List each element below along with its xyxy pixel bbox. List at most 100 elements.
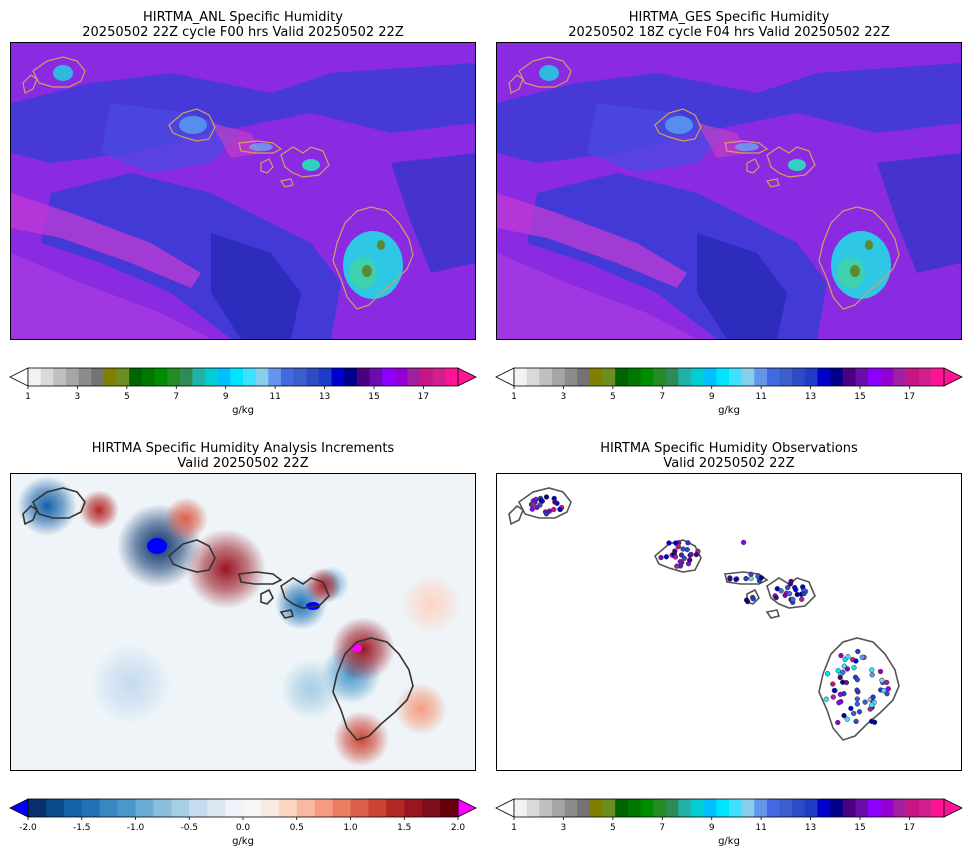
- coastline-niihau: [22, 504, 38, 526]
- colorbar-swatch: [332, 799, 351, 817]
- title-line1: HIRTMA_ANL Specific Humidity: [143, 10, 343, 25]
- colorbar-under-arrow: [495, 367, 515, 387]
- observation-point: [844, 666, 851, 672]
- title-line1: HIRTMA Specific Humidity Observations: [600, 441, 858, 456]
- observation-point: [879, 677, 885, 683]
- colorbar-swatch: [615, 799, 629, 817]
- colorbar-tick-label: 1.0: [343, 823, 358, 833]
- observation-point: [748, 571, 754, 577]
- colorbar-tick-label: 2.0: [451, 823, 466, 833]
- title-line1: HIRTMA Specific Humidity Analysis Increm…: [91, 441, 395, 456]
- colorbar-swatch: [260, 799, 280, 817]
- colorbar-swatch: [804, 368, 818, 386]
- coastline-niihau: [508, 74, 524, 94]
- colorbar-tick-label: 9: [709, 392, 715, 402]
- colorbar-swatch: [78, 368, 92, 386]
- title-line2: 20250502 18Z cycle F04 hrs Valid 2025050…: [568, 25, 890, 40]
- colorbar-swatch: [526, 368, 540, 386]
- colorbar-swatch: [28, 368, 42, 386]
- observation-point: [551, 506, 557, 513]
- colorbar-swatch: [117, 799, 136, 817]
- title-line2: Valid 20250502 22Z: [177, 456, 309, 471]
- colorbar-swatch: [564, 799, 578, 817]
- colorbar-swatch: [420, 368, 434, 386]
- coastline-kahoolawe: [766, 178, 780, 188]
- observation-point: [838, 652, 844, 659]
- colorbar-tick-label: 1.5: [397, 823, 411, 833]
- colorbar-tick-label: -2.0: [19, 823, 37, 833]
- colorbar-swatch: [804, 799, 818, 817]
- colorbar-tick-label: -1.5: [73, 823, 91, 833]
- colorbar-swatch: [918, 799, 932, 817]
- observation-point: [856, 709, 863, 715]
- colorbar-tick-label: 11: [269, 392, 280, 402]
- colorbar-swatch: [386, 799, 405, 817]
- coastline-kauai: [32, 56, 86, 88]
- coastline-bigisland: [818, 637, 900, 741]
- colorbar-under-arrow: [495, 798, 515, 818]
- coastline-lanai: [746, 158, 760, 174]
- colorbar-tick-label: 9: [709, 823, 715, 833]
- colorbar-swatch: [293, 368, 307, 386]
- colorbar-swatch: [91, 368, 105, 386]
- colorbar-swatch: [931, 799, 945, 817]
- colorbar-over-arrow: [943, 798, 963, 818]
- coastline-maui: [280, 146, 330, 178]
- observation-point: [848, 705, 854, 712]
- observation-point: [537, 502, 543, 508]
- colorbar-tick-label: 13: [805, 823, 816, 833]
- coastline-oahu: [654, 108, 702, 142]
- observation-point: [546, 508, 552, 514]
- colorbar-swatch: [551, 368, 565, 386]
- colorbar-swatch: [792, 368, 806, 386]
- colorbar-swatch: [116, 368, 130, 386]
- colorbar-swatch: [868, 368, 882, 386]
- colorbar-tick-label: 7: [659, 823, 665, 833]
- observation-point: [733, 576, 739, 583]
- colorbar-swatch: [141, 368, 155, 386]
- observation-point: [552, 499, 558, 505]
- colorbar-tick-label: 17: [904, 823, 915, 833]
- colorbar-over-arrow: [457, 798, 477, 818]
- coastline-kauai: [517, 487, 572, 519]
- colorbar-swatch: [514, 368, 528, 386]
- colorbar-body: 1 3 5 7 9 11 13 15 17g/kg: [9, 367, 477, 416]
- colorbar-swatch: [65, 368, 79, 386]
- colorbar-anl: 1 3 5 7 9 11 13 15 17 g/kg: [9, 367, 477, 419]
- colorbar-swatch: [880, 368, 894, 386]
- colorbar-swatch: [167, 368, 181, 386]
- colorbar-units: g/kg: [232, 836, 254, 847]
- colorbar-tick-label: 0.0: [236, 823, 251, 833]
- observation-point: [854, 701, 860, 707]
- colorbar-swatch: [691, 368, 705, 386]
- observation-point: [836, 700, 842, 706]
- colorbar-tick-label: 17: [904, 392, 915, 402]
- observation-point: [674, 563, 680, 569]
- title-line2: 20250502 22Z cycle F00 hrs Valid 2025050…: [82, 25, 404, 40]
- map-observations: [496, 473, 962, 771]
- colorbar-swatch: [53, 368, 67, 386]
- colorbar-swatch: [855, 799, 869, 817]
- colorbar-tick-label: 3: [561, 392, 567, 402]
- colorbar-swatch: [179, 368, 193, 386]
- observation-point: [785, 584, 791, 591]
- coastline-molokai: [238, 140, 283, 154]
- colorbar-over-arrow: [457, 367, 477, 387]
- colorbar-swatch: [741, 368, 755, 386]
- colorbar-swatch: [868, 799, 882, 817]
- observation-point: [688, 551, 694, 558]
- observation-point: [837, 691, 844, 698]
- observation-point: [853, 718, 859, 725]
- coastline-bigisland: [332, 206, 414, 310]
- observation-point: [782, 592, 788, 598]
- colorbar-swatch: [217, 368, 231, 386]
- colorbar-swatch: [918, 368, 932, 386]
- observation-point: [787, 581, 794, 587]
- colorbar-ges: 1 3 5 7 9 11 13 15 17 g/kg: [495, 367, 963, 419]
- colorbar-swatch: [539, 799, 553, 817]
- colorbar-swatch: [830, 368, 844, 386]
- colorbar-tick-label: 13: [805, 392, 816, 402]
- colorbar-swatch: [189, 799, 208, 817]
- observation-point: [687, 557, 693, 563]
- colorbar-tick-label: 11: [755, 823, 766, 833]
